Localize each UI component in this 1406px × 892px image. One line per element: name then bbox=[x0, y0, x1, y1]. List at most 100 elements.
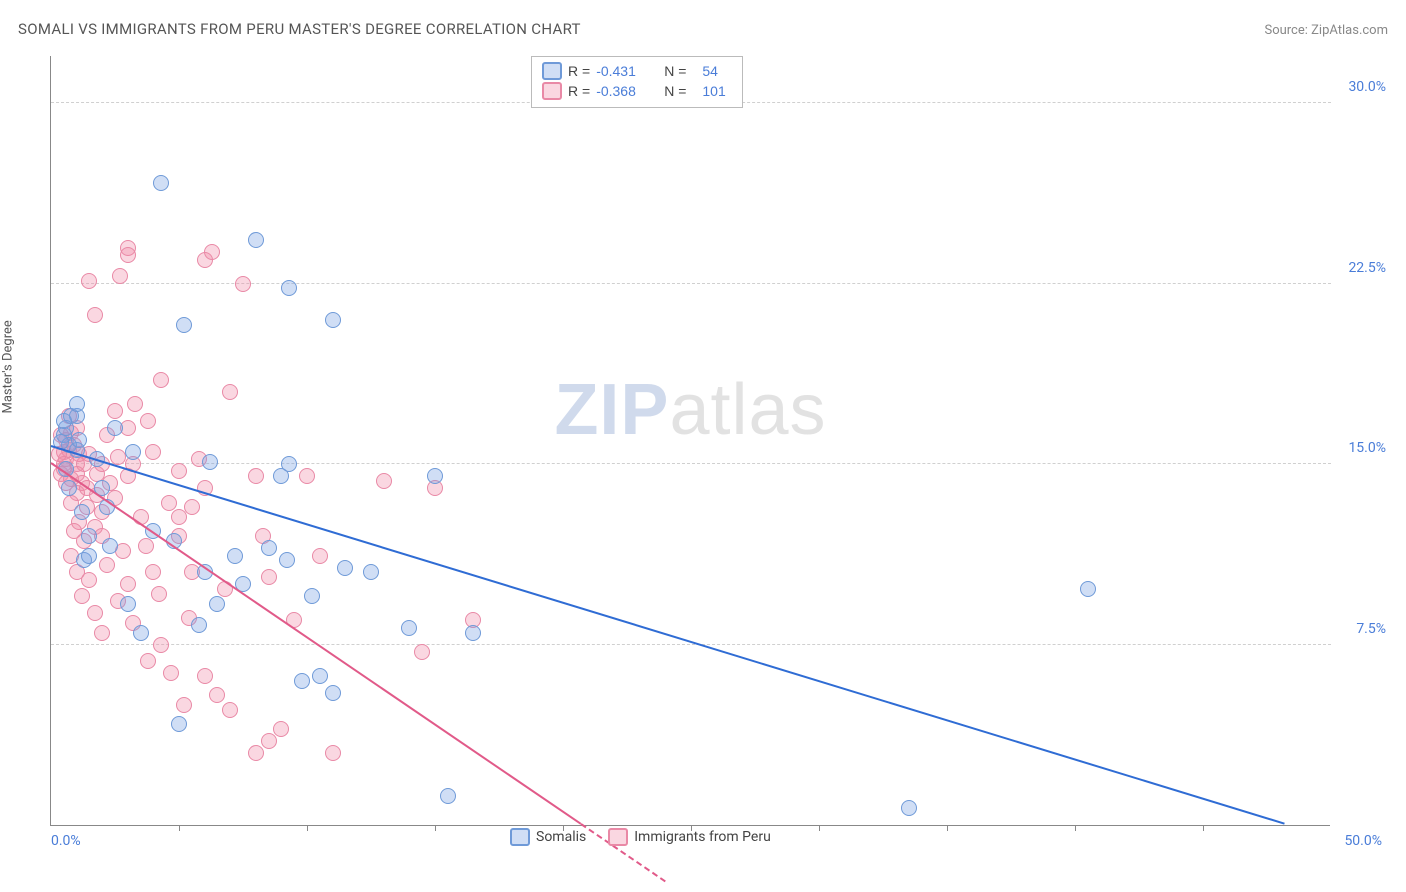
data-point bbox=[120, 596, 136, 612]
data-point bbox=[151, 586, 167, 602]
data-point bbox=[171, 716, 187, 732]
legend-item: Somalis bbox=[510, 828, 586, 846]
data-point bbox=[281, 280, 297, 296]
plot-area: ZIPatlas 7.5%15.0%22.5%30.0%0.0%50.0%R =… bbox=[50, 56, 1330, 826]
trend-line bbox=[51, 445, 1286, 825]
legend-label: Somalis bbox=[536, 829, 586, 845]
legend-item: Immigrants from Peru bbox=[608, 828, 771, 846]
x-tick bbox=[947, 825, 948, 831]
data-point bbox=[145, 564, 161, 580]
data-point bbox=[325, 312, 341, 328]
data-point bbox=[294, 673, 310, 689]
data-point bbox=[227, 548, 243, 564]
data-point bbox=[376, 473, 392, 489]
data-point bbox=[279, 552, 295, 568]
data-point bbox=[235, 276, 251, 292]
data-point bbox=[312, 548, 328, 564]
data-point bbox=[204, 244, 220, 260]
correlation-legend: R =-0.431N =54R =-0.368N =101 bbox=[531, 56, 743, 108]
legend-swatch bbox=[542, 82, 562, 100]
data-point bbox=[176, 317, 192, 333]
source-prefix: Source: bbox=[1264, 23, 1311, 38]
data-point bbox=[202, 454, 218, 470]
x-tick bbox=[179, 825, 180, 831]
data-point bbox=[1080, 581, 1096, 597]
data-point bbox=[414, 644, 430, 660]
data-point bbox=[901, 800, 917, 816]
data-point bbox=[209, 596, 225, 612]
data-point bbox=[145, 444, 161, 460]
watermark-zip: ZIP bbox=[554, 370, 669, 450]
x-tick bbox=[435, 825, 436, 831]
data-point bbox=[273, 721, 289, 737]
data-point bbox=[81, 273, 97, 289]
data-point bbox=[120, 576, 136, 592]
data-point bbox=[465, 625, 481, 641]
data-point bbox=[71, 432, 87, 448]
legend-n-label: N = bbox=[664, 63, 686, 79]
legend-r-label: R = bbox=[568, 83, 590, 99]
data-point bbox=[261, 540, 277, 556]
data-point bbox=[56, 413, 72, 429]
data-point bbox=[176, 697, 192, 713]
y-tick-label: 7.5% bbox=[1336, 621, 1386, 637]
data-point bbox=[81, 548, 97, 564]
data-point bbox=[163, 665, 179, 681]
data-point bbox=[110, 449, 126, 465]
data-point bbox=[138, 538, 154, 554]
correlation-legend-row: R =-0.431N =54 bbox=[542, 61, 732, 81]
x-tick bbox=[307, 825, 308, 831]
data-point bbox=[209, 687, 225, 703]
x-tick bbox=[1075, 825, 1076, 831]
data-point bbox=[248, 468, 264, 484]
gridline bbox=[51, 644, 1331, 645]
data-point bbox=[153, 637, 169, 653]
x-tick-label-min: 0.0% bbox=[51, 833, 81, 849]
data-point bbox=[153, 175, 169, 191]
data-point bbox=[153, 372, 169, 388]
y-axis-label: Master's Degree bbox=[1, 320, 16, 413]
data-point bbox=[81, 528, 97, 544]
data-point bbox=[87, 307, 103, 323]
data-point bbox=[401, 620, 417, 636]
data-point bbox=[248, 745, 264, 761]
data-point bbox=[325, 745, 341, 761]
legend-swatch bbox=[608, 828, 628, 846]
y-tick-label: 30.0% bbox=[1336, 79, 1386, 95]
data-point bbox=[125, 444, 141, 460]
legend-n-value: 101 bbox=[702, 83, 732, 99]
legend-bottom: Somalis Immigrants from Peru bbox=[510, 828, 771, 846]
data-point bbox=[127, 396, 143, 412]
data-point bbox=[440, 788, 456, 804]
legend-label: Immigrants from Peru bbox=[634, 829, 771, 845]
data-point bbox=[66, 523, 82, 539]
data-point bbox=[261, 569, 277, 585]
x-tick bbox=[819, 825, 820, 831]
gridline bbox=[51, 463, 1331, 464]
data-point bbox=[102, 538, 118, 554]
legend-swatch bbox=[510, 828, 530, 846]
data-point bbox=[107, 420, 123, 436]
data-point bbox=[74, 588, 90, 604]
legend-r-label: R = bbox=[568, 63, 590, 79]
legend-n-value: 54 bbox=[702, 63, 732, 79]
data-point bbox=[191, 617, 207, 633]
data-point bbox=[171, 509, 187, 525]
data-point bbox=[299, 468, 315, 484]
data-point bbox=[112, 268, 128, 284]
source-link[interactable]: ZipAtlas.com bbox=[1311, 23, 1388, 38]
data-point bbox=[140, 653, 156, 669]
data-point bbox=[120, 247, 136, 263]
source-label: Source: ZipAtlas.com bbox=[1264, 23, 1388, 38]
data-point bbox=[171, 463, 187, 479]
data-point bbox=[312, 668, 328, 684]
data-point bbox=[61, 480, 77, 496]
data-point bbox=[161, 495, 177, 511]
watermark-atlas: atlas bbox=[669, 370, 826, 450]
chart-title: SOMALI VS IMMIGRANTS FROM PERU MASTER'S … bbox=[18, 20, 581, 38]
data-point bbox=[69, 396, 85, 412]
y-tick-label: 15.0% bbox=[1336, 440, 1386, 456]
data-point bbox=[325, 685, 341, 701]
y-tick-label: 22.5% bbox=[1336, 260, 1386, 276]
data-point bbox=[140, 413, 156, 429]
